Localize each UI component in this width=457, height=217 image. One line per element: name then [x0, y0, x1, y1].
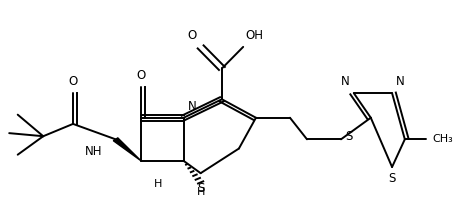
Text: S: S [388, 172, 396, 185]
Polygon shape [113, 138, 141, 161]
Text: N: N [341, 76, 350, 89]
Text: OH: OH [245, 29, 263, 42]
Text: O: O [187, 29, 197, 42]
Text: O: O [69, 76, 78, 89]
Text: CH₃: CH₃ [432, 134, 453, 144]
Text: H: H [197, 187, 205, 197]
Text: S: S [345, 130, 353, 143]
Text: N: N [188, 100, 197, 113]
Text: N: N [396, 76, 405, 89]
Text: O: O [137, 69, 146, 82]
Text: S: S [197, 182, 204, 196]
Text: H: H [154, 179, 162, 189]
Text: NH: NH [85, 145, 103, 158]
